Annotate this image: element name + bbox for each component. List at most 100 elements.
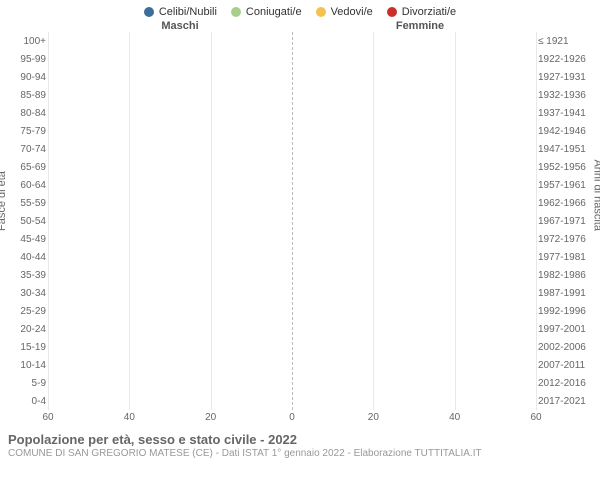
legend-swatch <box>231 7 241 17</box>
birth-label: 1972-1976 <box>538 230 592 248</box>
male-side <box>48 212 292 230</box>
male-side <box>48 122 292 140</box>
birth-label: 1952-1956 <box>538 158 592 176</box>
male-side <box>48 194 292 212</box>
birth-label: 1957-1961 <box>538 176 592 194</box>
pyramid-row <box>48 356 536 374</box>
age-label: 45-49 <box>8 230 46 248</box>
age-label: 35-39 <box>8 266 46 284</box>
pyramid-row <box>48 248 536 266</box>
birth-label: 1962-1966 <box>538 194 592 212</box>
population-pyramid-chart: Fasce di età Anni di nascita 100+95-9990… <box>4 32 596 430</box>
female-side <box>292 86 536 104</box>
male-side <box>48 68 292 86</box>
female-side <box>292 266 536 284</box>
female-side <box>292 68 536 86</box>
age-label: 20-24 <box>8 320 46 338</box>
birth-label: 1992-1996 <box>538 302 592 320</box>
pyramid-row <box>48 176 536 194</box>
pyramid-row <box>48 194 536 212</box>
female-side <box>292 338 536 356</box>
female-side <box>292 140 536 158</box>
legend-label: Vedovi/e <box>331 6 373 18</box>
age-label: 5-9 <box>8 374 46 392</box>
age-label: 80-84 <box>8 104 46 122</box>
birth-label: 1922-1926 <box>538 50 592 68</box>
pyramid-row <box>48 374 536 392</box>
age-label: 95-99 <box>8 50 46 68</box>
female-side <box>292 32 536 50</box>
pyramid-row <box>48 212 536 230</box>
male-side <box>48 158 292 176</box>
age-label: 10-14 <box>8 356 46 374</box>
male-side <box>48 230 292 248</box>
age-label: 90-94 <box>8 68 46 86</box>
age-label: 85-89 <box>8 86 46 104</box>
female-side <box>292 104 536 122</box>
legend-item: Vedovi/e <box>316 6 373 18</box>
male-side <box>48 140 292 158</box>
female-side <box>292 176 536 194</box>
female-side <box>292 230 536 248</box>
birth-label: 2007-2011 <box>538 356 592 374</box>
y-axis-left-title: Fasce di età <box>0 171 8 231</box>
pyramid-row <box>48 338 536 356</box>
age-label: 30-34 <box>8 284 46 302</box>
birth-label: 1937-1941 <box>538 104 592 122</box>
female-side <box>292 212 536 230</box>
x-tick: 60 <box>42 412 53 423</box>
legend: Celibi/NubiliConiugati/eVedovi/eDivorzia… <box>0 0 600 20</box>
pyramid-row <box>48 68 536 86</box>
female-side <box>292 194 536 212</box>
age-label: 65-69 <box>8 158 46 176</box>
x-tick: 20 <box>368 412 379 423</box>
birth-label: 2002-2006 <box>538 338 592 356</box>
male-side <box>48 176 292 194</box>
chart-title: Popolazione per età, sesso e stato civil… <box>8 432 592 447</box>
age-label: 0-4 <box>8 392 46 410</box>
female-side <box>292 122 536 140</box>
pyramid-row <box>48 302 536 320</box>
birth-label: 1947-1951 <box>538 140 592 158</box>
x-tick: 20 <box>205 412 216 423</box>
age-labels: 100+95-9990-9485-8980-8475-7970-7465-696… <box>8 32 46 410</box>
pyramid-row <box>48 284 536 302</box>
female-side <box>292 320 536 338</box>
birth-label: 1942-1946 <box>538 122 592 140</box>
age-label: 15-19 <box>8 338 46 356</box>
male-side <box>48 374 292 392</box>
age-label: 75-79 <box>8 122 46 140</box>
age-label: 60-64 <box>8 176 46 194</box>
birth-label: 1997-2001 <box>538 320 592 338</box>
age-label: 25-29 <box>8 302 46 320</box>
chart-subtitle: COMUNE DI SAN GREGORIO MATESE (CE) - Dat… <box>8 448 592 459</box>
x-tick: 40 <box>124 412 135 423</box>
label-female: Femmine <box>300 20 600 32</box>
male-side <box>48 356 292 374</box>
x-tick: 40 <box>449 412 460 423</box>
age-label: 40-44 <box>8 248 46 266</box>
x-tick: 0 <box>289 412 295 423</box>
birth-label: 1927-1931 <box>538 68 592 86</box>
age-label: 50-54 <box>8 212 46 230</box>
pyramid-row <box>48 266 536 284</box>
age-label: 70-74 <box>8 140 46 158</box>
pyramid-row <box>48 86 536 104</box>
birth-label: 1982-1986 <box>538 266 592 284</box>
gender-labels: Maschi Femmine <box>0 20 600 32</box>
x-tick: 60 <box>530 412 541 423</box>
label-male: Maschi <box>0 20 300 32</box>
pyramid-row <box>48 392 536 410</box>
female-side <box>292 284 536 302</box>
birth-label: 2017-2021 <box>538 392 592 410</box>
birth-label: 1987-1991 <box>538 284 592 302</box>
pyramid-row <box>48 320 536 338</box>
plot-area <box>48 32 536 410</box>
grid-line <box>536 32 537 410</box>
female-side <box>292 158 536 176</box>
female-side <box>292 374 536 392</box>
legend-swatch <box>316 7 326 17</box>
male-side <box>48 338 292 356</box>
female-side <box>292 392 536 410</box>
male-side <box>48 302 292 320</box>
